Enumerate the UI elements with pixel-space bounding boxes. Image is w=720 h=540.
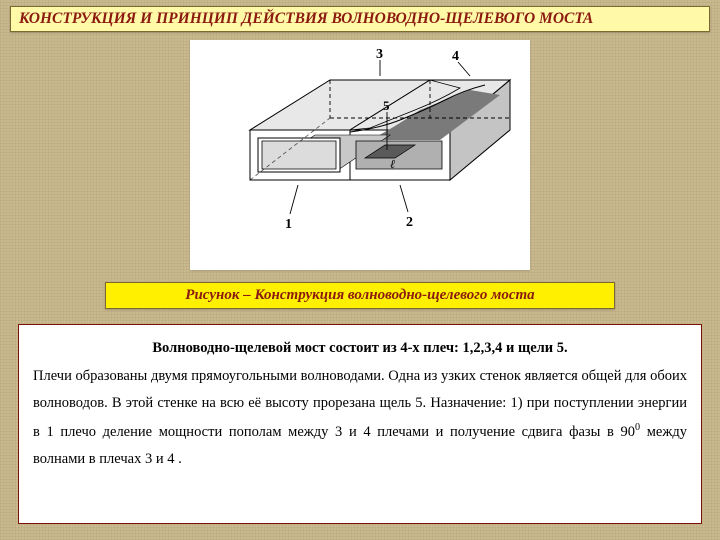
label-1: 1 bbox=[285, 217, 292, 232]
description-text: Волноводно-щелевой мост состоит из 4-х п… bbox=[18, 324, 702, 524]
label-ell: ℓ bbox=[390, 157, 395, 171]
figure-caption: Рисунок – Конструкция волноводно-щелевог… bbox=[105, 282, 615, 309]
label-2: 2 bbox=[406, 215, 413, 230]
figure: 1 2 3 4 5 ℓ bbox=[190, 40, 530, 270]
waveguide-diagram: 1 2 3 4 5 ℓ bbox=[190, 40, 530, 270]
body-part-a: Плечи образованы двумя прямоугольными во… bbox=[33, 368, 687, 440]
label-3: 3 bbox=[376, 47, 383, 62]
label-5: 5 bbox=[383, 98, 390, 113]
label-4: 4 bbox=[452, 49, 459, 64]
page-title: КОНСТРУКЦИЯ И ПРИНЦИП ДЕЙСТВИЯ ВОЛНОВОДН… bbox=[10, 6, 710, 32]
intro-line: Волноводно-щелевой мост состоит из 4-х п… bbox=[33, 335, 687, 363]
